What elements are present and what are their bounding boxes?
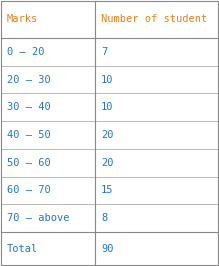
- Text: Marks: Marks: [7, 14, 38, 24]
- Text: 50 – 60: 50 – 60: [7, 158, 51, 168]
- Text: 20 – 30: 20 – 30: [7, 74, 51, 85]
- Text: 7: 7: [101, 47, 107, 57]
- Text: 20: 20: [101, 158, 113, 168]
- Text: Total: Total: [7, 244, 38, 254]
- Text: 15: 15: [101, 185, 113, 196]
- Text: 8: 8: [101, 213, 107, 223]
- Text: 0 – 20: 0 – 20: [7, 47, 44, 57]
- Text: 60 – 70: 60 – 70: [7, 185, 51, 196]
- Text: 90: 90: [101, 244, 113, 254]
- Text: 70 – above: 70 – above: [7, 213, 69, 223]
- Text: 30 – 40: 30 – 40: [7, 102, 51, 112]
- Text: 10: 10: [101, 74, 113, 85]
- Text: 10: 10: [101, 102, 113, 112]
- Text: 20: 20: [101, 130, 113, 140]
- Text: Number of student: Number of student: [101, 14, 207, 24]
- Text: 40 – 50: 40 – 50: [7, 130, 51, 140]
